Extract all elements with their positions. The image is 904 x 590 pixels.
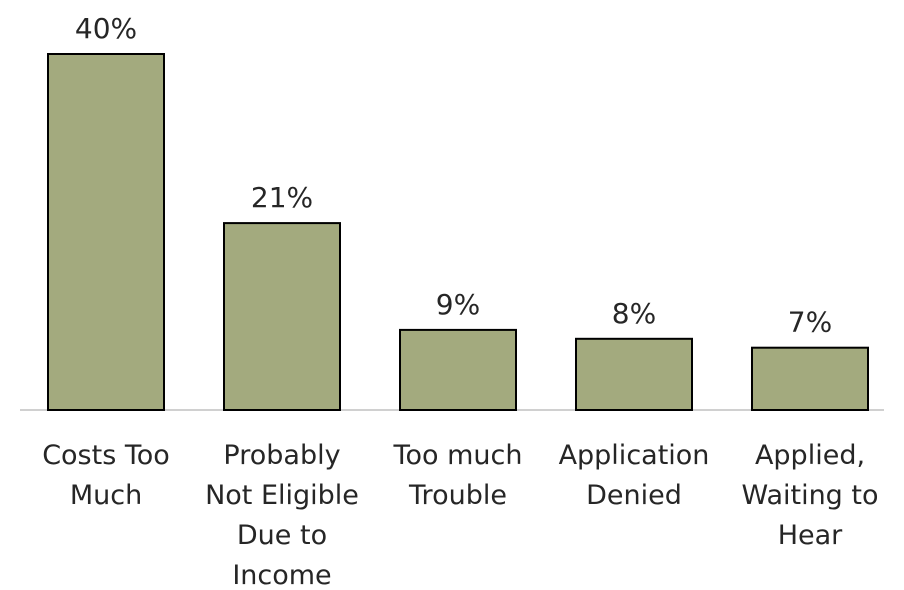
category-label-line: Not Eligible <box>205 480 359 511</box>
category-label-line: Probably <box>223 440 340 471</box>
category-label: Application Denied <box>559 440 710 511</box>
value-labels-group: 40% 21% 9% 8% 7% <box>75 12 832 339</box>
category-label-line: Waiting to <box>741 480 878 511</box>
category-label-line: Applied, <box>755 440 865 471</box>
category-label-line: Hear <box>778 520 843 551</box>
category-label-line: Due to <box>237 520 327 551</box>
data-label: 7% <box>788 306 832 339</box>
bar <box>575 337 693 411</box>
category-label: Applied, Waiting to Hear <box>741 440 878 551</box>
bar <box>223 222 341 411</box>
bar <box>47 53 165 411</box>
category-label-line: Costs Too <box>42 440 170 471</box>
category-label: Probably Not Eligible Due to Income <box>205 440 359 590</box>
category-label-line: Trouble <box>408 480 507 511</box>
data-label: 40% <box>75 12 137 45</box>
category-label: Too much Trouble <box>393 440 523 511</box>
bars-group <box>47 53 869 412</box>
bar <box>751 346 869 412</box>
category-label-line: Income <box>232 560 331 590</box>
category-label-line: Much <box>70 480 142 511</box>
data-label: 21% <box>251 181 313 214</box>
category-label: Costs Too Much <box>42 440 170 511</box>
category-labels-group: Costs Too Much Probably Not Eligible Due to I… <box>42 440 878 590</box>
bar <box>399 328 517 411</box>
category-label-line: Too much <box>393 440 523 471</box>
category-label-line: Denied <box>586 480 682 511</box>
data-label: 8% <box>612 297 656 330</box>
category-label-line: Application <box>559 440 710 471</box>
data-label: 9% <box>436 288 480 321</box>
